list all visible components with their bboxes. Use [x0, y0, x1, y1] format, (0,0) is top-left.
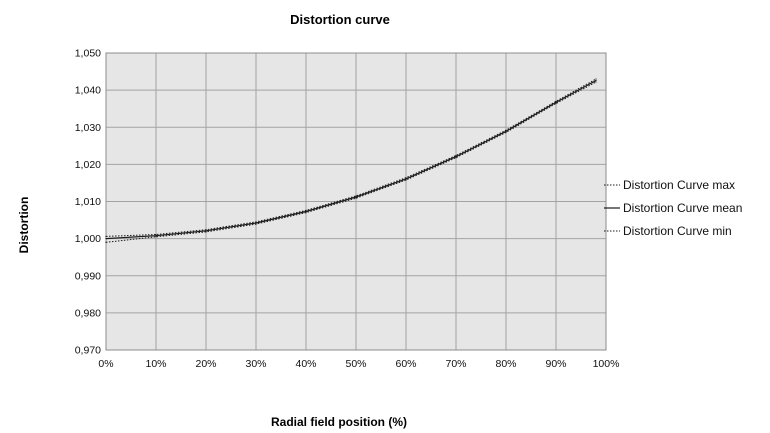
- data-point: [155, 236, 157, 238]
- y-tick-label: 1,040: [75, 85, 101, 97]
- x-tick-label: 20%: [195, 358, 216, 370]
- data-point: [155, 233, 157, 236]
- y-tick-label: 1,020: [75, 159, 101, 171]
- y-axis-label: Distortion: [17, 197, 31, 254]
- legend-label: Distortion Curve max: [623, 178, 735, 192]
- x-axis-label: Radial field position (%): [271, 415, 407, 429]
- x-tick-label: 100%: [593, 358, 620, 370]
- data-point: [305, 210, 307, 213]
- data-point: [595, 79, 597, 82]
- y-tick-label: 1,010: [75, 196, 101, 208]
- legend-label: Distortion Curve mean: [623, 201, 742, 215]
- x-axis-ticks: 0% 10% 20% 30% 40% 50% 60% 70% 80% 90% 100%: [98, 358, 619, 370]
- x-tick-label: 90%: [545, 358, 566, 370]
- x-tick-label: 0%: [98, 358, 113, 370]
- x-tick-label: 50%: [345, 358, 366, 370]
- y-tick-label: 1,030: [75, 122, 101, 134]
- data-point: [205, 229, 207, 231]
- legend: Distortion Curve max Distortion Curve mea…: [604, 178, 742, 238]
- data-point: [555, 102, 557, 105]
- chart-title: Distortion curve: [290, 12, 390, 27]
- x-tick-label: 60%: [395, 358, 416, 370]
- data-point: [555, 101, 557, 103]
- series-lines: [105, 78, 597, 243]
- data-point: [455, 155, 457, 158]
- plot-border: [105, 52, 607, 351]
- data-point: [355, 196, 357, 198]
- x-tick-label: 70%: [445, 358, 466, 370]
- x-tick-label: 40%: [295, 358, 316, 370]
- y-tick-label: 0,970: [75, 345, 101, 357]
- data-point: [405, 179, 407, 181]
- y-tick-label: 0,980: [75, 307, 101, 319]
- data-point: [595, 81, 597, 83]
- data-point: [105, 238, 107, 240]
- data-point: [355, 197, 357, 199]
- data-point: [255, 221, 257, 223]
- data-point: [405, 178, 407, 180]
- data-point: [205, 231, 207, 233]
- data-point: [355, 195, 357, 197]
- x-tick-label: 80%: [495, 358, 516, 370]
- legend-label: Distortion Curve min: [623, 224, 732, 238]
- data-point: [305, 209, 307, 212]
- data-point: [405, 177, 407, 179]
- y-tick-label: 1,000: [75, 233, 101, 245]
- data-point: [155, 235, 157, 237]
- y-axis-ticks: 0,970 0,980 0,990 1,000 1,010 1,020 1,030 1,040…: [75, 48, 101, 357]
- y-tick-label: 1,050: [75, 48, 101, 60]
- x-tick-label: 30%: [245, 358, 266, 370]
- data-point: [255, 222, 257, 224]
- y-tick-label: 0,990: [75, 270, 101, 282]
- data-point: [505, 130, 507, 132]
- data-point: [205, 230, 207, 232]
- data-point: [105, 241, 107, 243]
- data-point: [455, 154, 457, 157]
- data-point: [505, 131, 507, 134]
- data-point: [595, 78, 597, 80]
- data-point: [455, 157, 457, 159]
- x-tick-label: 10%: [145, 358, 166, 370]
- data-point: [255, 223, 257, 225]
- data-point: [105, 235, 107, 237]
- data-point: [305, 212, 307, 214]
